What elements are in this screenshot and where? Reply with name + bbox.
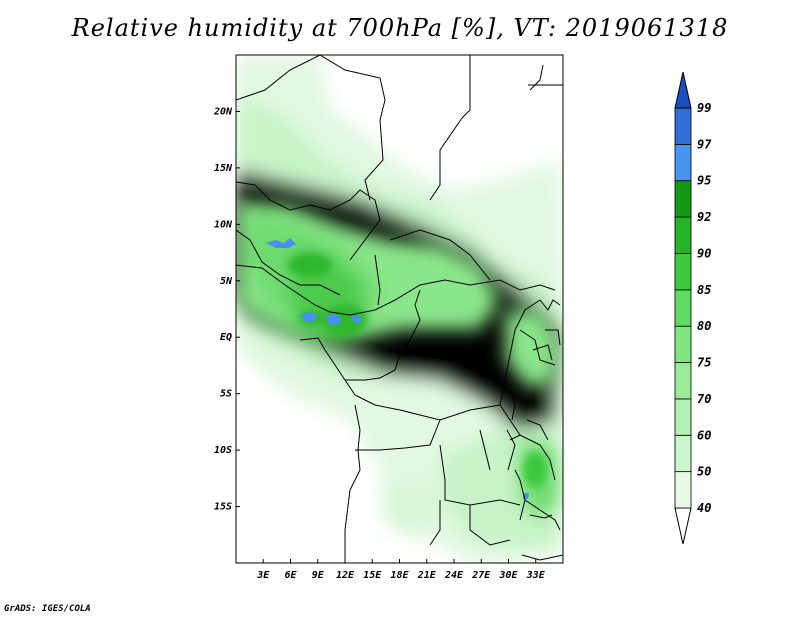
colorbar-box-5 xyxy=(674,325,692,363)
colorbar-label-10: 97 xyxy=(697,137,712,151)
colorbar-box-11 xyxy=(674,107,692,145)
lat-axis: 20N 15N 10N 5N EQ 5S 10S 15S xyxy=(213,106,240,513)
lon-tick-label-5: 18E xyxy=(390,570,409,581)
lon-tick-label-8: 27E xyxy=(471,570,491,581)
colorbar-label-0: 40 xyxy=(697,501,711,515)
colorbar-box-6 xyxy=(674,289,692,327)
lon-tick-label-7: 24E xyxy=(444,570,464,581)
colorbar-label-3: 70 xyxy=(697,392,711,406)
colorbar-label-1: 50 xyxy=(697,465,711,479)
colorbar-box-3 xyxy=(674,398,692,436)
colorbar-label-11: 99 xyxy=(697,101,711,115)
lat-tick-label-4: EQ xyxy=(220,332,232,343)
colorbar-label-9: 95 xyxy=(697,174,711,188)
colorbar-label-7: 90 xyxy=(697,246,711,260)
lon-tick-label-2: 9E xyxy=(312,570,325,581)
colorbar: 40 50 60 70 75 80 85 90 92 95 97 99 xyxy=(674,71,712,545)
lat-tick-label-2: 10N xyxy=(214,219,233,230)
colorbar-box-7 xyxy=(674,253,692,291)
lat-tick-label-1: 15N xyxy=(214,163,233,174)
lat-tick-label-6: 10S xyxy=(214,445,232,456)
colorbar-label-2: 60 xyxy=(697,428,711,442)
colorbar-bottom-arrow xyxy=(674,507,692,545)
colorbar-top-arrow xyxy=(674,71,692,109)
colorbar-box-8 xyxy=(674,216,692,254)
lon-tick-label-10: 33E xyxy=(526,570,546,581)
lon-tick-label-0: 3E xyxy=(256,570,270,581)
rh-patch-2 xyxy=(301,312,318,322)
rh-patch-4 xyxy=(352,316,362,323)
rh-patch-1 xyxy=(266,238,296,248)
lon-tick-label-4: 15E xyxy=(363,570,382,581)
lon-axis: 3E 6E 9E 12E 15E 18E 21E 24E 27E 30E 33E xyxy=(256,559,546,581)
lon-tick-label-9: 30E xyxy=(498,570,518,581)
map-title: Relative humidity at 700hPa [%], VT: 201… xyxy=(71,14,729,42)
lon-tick-label-3: 12E xyxy=(336,570,355,581)
lat-tick-label-3: 5N xyxy=(220,276,233,287)
rh-patch-3 xyxy=(326,314,342,325)
grads-credit: GrADS: IGES/COLA xyxy=(4,604,91,614)
colorbar-box-2 xyxy=(674,434,692,473)
colorbar-box-9 xyxy=(674,180,692,218)
borders xyxy=(236,55,563,563)
colorbar-label-4: 75 xyxy=(697,356,711,370)
lon-tick-label-1: 6E xyxy=(284,570,297,581)
humidity-field xyxy=(236,55,563,563)
lon-tick-label-6: 21E xyxy=(417,570,437,581)
colorbar-label-6: 85 xyxy=(697,283,711,297)
colorbar-label-5: 80 xyxy=(697,319,711,333)
lat-tick-label-7: 15S xyxy=(214,502,232,513)
colorbar-label-8: 92 xyxy=(697,210,711,224)
colorbar-box-1 xyxy=(674,471,692,509)
lat-tick-label-5: 5S xyxy=(220,389,232,400)
colorbar-box-4 xyxy=(674,362,692,400)
lat-tick-label-0: 20N xyxy=(213,106,233,117)
colorbar-box-10 xyxy=(674,143,692,182)
